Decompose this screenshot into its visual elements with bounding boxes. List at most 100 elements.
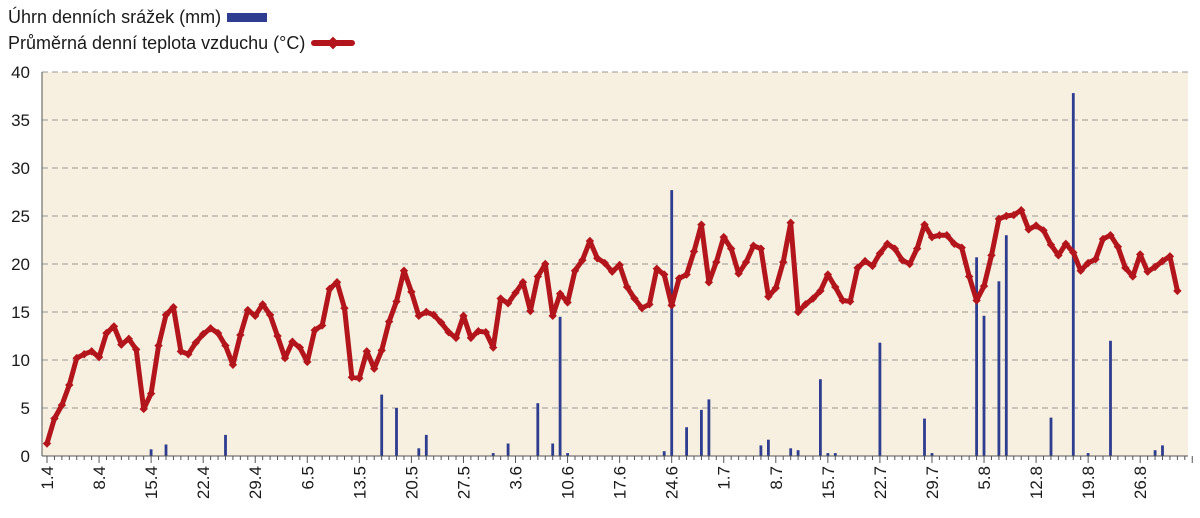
temperature-point bbox=[972, 296, 981, 305]
precipitation-bar bbox=[1161, 445, 1164, 456]
temperature-point bbox=[228, 360, 238, 369]
temperature-point bbox=[87, 347, 96, 356]
temperature-point bbox=[1009, 210, 1018, 220]
temperature-point bbox=[370, 364, 379, 373]
precipitation-bar bbox=[566, 453, 569, 456]
temperature-point bbox=[132, 345, 141, 354]
temperature-point bbox=[65, 380, 74, 390]
temperature-point bbox=[429, 310, 438, 320]
temperature-point bbox=[682, 270, 691, 279]
temperature-point bbox=[1135, 250, 1145, 259]
precipitation-bar bbox=[923, 418, 926, 456]
temperature-point bbox=[1039, 226, 1048, 235]
temperature-point bbox=[191, 338, 200, 347]
temperature-point bbox=[206, 324, 215, 333]
precipitation-bar bbox=[1109, 340, 1112, 456]
y-tick-label: 40 bbox=[11, 63, 30, 82]
temperature-point bbox=[139, 404, 148, 414]
y-tick-label: 20 bbox=[11, 255, 30, 274]
temperature-point bbox=[347, 373, 357, 382]
temperature-point bbox=[593, 254, 602, 263]
axes: 0 5 10 15 20 25 30 35 40 1.4 8.4 15.4 22.4 29.4 6.5 13.… bbox=[11, 63, 1193, 499]
temperature-point bbox=[615, 260, 624, 270]
temperature-point bbox=[392, 297, 401, 306]
x-tick-label: 19.8 bbox=[1079, 466, 1098, 499]
temperature-point bbox=[964, 272, 974, 281]
precipitation-bar bbox=[997, 281, 1001, 456]
temperature-point bbox=[756, 244, 766, 253]
temperature-point bbox=[853, 263, 862, 273]
y-tick-label: 0 bbox=[21, 447, 30, 466]
temperature-point bbox=[1002, 211, 1011, 221]
temperature-point bbox=[697, 220, 706, 229]
temperature-point bbox=[585, 236, 595, 246]
precipitation-bars bbox=[149, 93, 1164, 456]
temperature-point bbox=[838, 296, 847, 305]
temperature-point bbox=[533, 272, 543, 281]
temperature-point bbox=[808, 294, 818, 303]
precipitation-bar bbox=[506, 443, 510, 456]
gridlines bbox=[42, 71, 1188, 409]
y-tick-label: 10 bbox=[11, 351, 30, 370]
temperature-point bbox=[221, 341, 230, 350]
x-tick-label: 26.8 bbox=[1131, 466, 1150, 499]
temperature-point bbox=[362, 347, 371, 356]
temperature-point bbox=[845, 297, 855, 306]
temperature-point bbox=[637, 303, 647, 313]
temperature-point bbox=[1054, 251, 1063, 260]
temperature-point bbox=[1128, 272, 1137, 281]
temperature-point bbox=[563, 298, 572, 307]
temperature-point bbox=[764, 292, 773, 301]
temperature-point bbox=[1173, 286, 1182, 296]
temperature-point bbox=[72, 353, 81, 363]
temperature-point bbox=[176, 347, 186, 356]
temperature-point bbox=[236, 330, 245, 340]
temperature-point bbox=[94, 352, 104, 362]
temperature-point bbox=[79, 350, 89, 359]
temperature-point bbox=[466, 333, 476, 343]
x-tick-label: 29.7 bbox=[923, 466, 942, 499]
precipitation-bar bbox=[380, 394, 384, 456]
temperature-point bbox=[994, 214, 1004, 224]
temperature-point bbox=[927, 232, 937, 242]
precipitation-bar bbox=[1049, 417, 1053, 456]
precipitation-bar bbox=[536, 403, 540, 456]
temperature-point bbox=[555, 289, 565, 298]
temperature-point bbox=[622, 282, 632, 292]
temperature-point bbox=[451, 333, 461, 343]
precipitation-bar bbox=[930, 453, 934, 456]
legend-item-temperature: Průměrná denní teplota vzduchu (°C) bbox=[8, 30, 356, 56]
temperature-point bbox=[652, 264, 662, 273]
temperature-point bbox=[280, 353, 290, 363]
x-tick-label: 8.4 bbox=[90, 466, 109, 490]
temperature-point bbox=[161, 310, 171, 320]
temperature-point bbox=[749, 241, 758, 250]
temperature-point bbox=[920, 220, 929, 229]
x-tick-label: 15.7 bbox=[819, 466, 838, 499]
temperature-point bbox=[898, 255, 907, 265]
temperature-point bbox=[1165, 252, 1175, 261]
temperature-point bbox=[950, 239, 959, 249]
temperature-point bbox=[1091, 255, 1100, 264]
temperature-point bbox=[1061, 239, 1071, 249]
precipitation-bar bbox=[224, 434, 227, 456]
temperature-point bbox=[987, 251, 996, 260]
temperature-point bbox=[704, 278, 714, 287]
temperature-point bbox=[1158, 256, 1167, 266]
temperature-point bbox=[184, 350, 193, 359]
x-tick-label: 15.4 bbox=[142, 466, 161, 499]
precipitation-bar bbox=[164, 444, 168, 456]
temperature-point bbox=[526, 306, 535, 316]
temperature-point bbox=[414, 311, 424, 321]
temperature-point bbox=[117, 340, 126, 349]
precipitation-bar bbox=[767, 439, 770, 456]
temperature-point bbox=[868, 261, 877, 271]
temperature-point bbox=[496, 294, 505, 303]
precipitation-bar bbox=[982, 315, 986, 456]
temperature-point bbox=[317, 321, 327, 330]
x-tick-label: 22.4 bbox=[194, 466, 213, 499]
temperature-point bbox=[771, 283, 780, 293]
temperature-point bbox=[607, 267, 617, 276]
temperature-point bbox=[325, 284, 334, 294]
temperature-point bbox=[169, 303, 178, 312]
